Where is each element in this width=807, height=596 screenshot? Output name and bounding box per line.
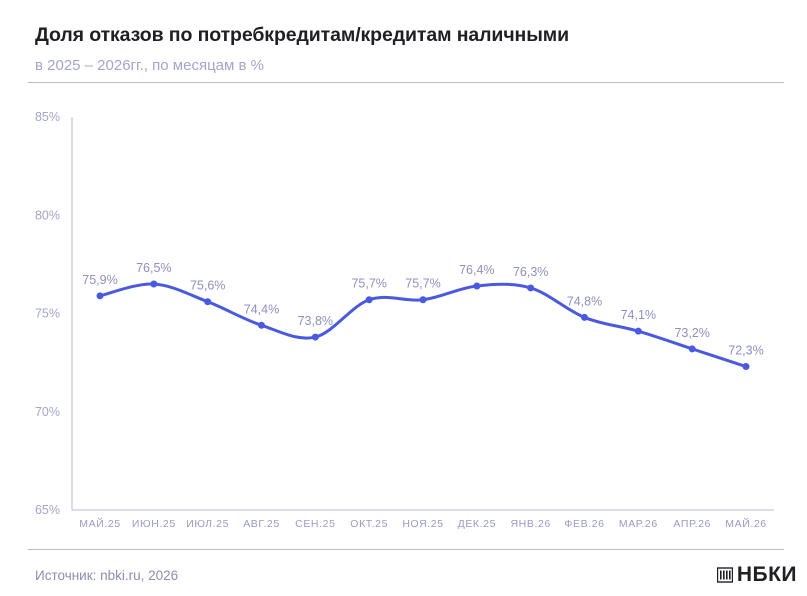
footer-divider xyxy=(28,549,784,550)
data-label: 76,3% xyxy=(513,265,548,279)
chart-title: Доля отказов по потребкредитам/кредитам … xyxy=(35,24,569,46)
data-label: 76,4% xyxy=(459,263,494,277)
data-point xyxy=(365,296,373,304)
data-label: 75,7% xyxy=(405,277,440,291)
data-label: 75,7% xyxy=(351,277,386,291)
data-point xyxy=(96,292,104,300)
data-label: 74,4% xyxy=(244,302,279,316)
data-point xyxy=(473,282,481,290)
data-label: 73,2% xyxy=(674,326,709,340)
data-point xyxy=(419,296,427,304)
x-tick-label: МАР.26 xyxy=(619,518,658,530)
y-tick-label: 65% xyxy=(35,503,60,517)
nbki-building-icon xyxy=(716,567,733,583)
nbki-logo: НБКИ xyxy=(716,563,797,587)
data-label: 74,8% xyxy=(567,294,602,308)
data-point xyxy=(581,313,588,321)
data-label: 75,9% xyxy=(82,273,117,287)
data-point xyxy=(634,327,642,335)
data-point xyxy=(258,321,265,329)
data-point xyxy=(204,298,212,306)
x-tick-label: ОКТ.25 xyxy=(350,518,388,530)
data-label: 75,6% xyxy=(190,279,225,293)
y-tick-label: 80% xyxy=(35,208,60,222)
data-point xyxy=(527,284,535,292)
header-divider xyxy=(28,82,784,83)
x-tick-label: ЯНВ.26 xyxy=(510,518,550,530)
x-tick-label: МАЙ.25 xyxy=(79,517,121,530)
data-label: 72,3% xyxy=(728,344,763,358)
data-label: 76,5% xyxy=(136,261,171,275)
y-tick-label: 75% xyxy=(35,307,60,321)
chart-subtitle: в 2025 – 2026гг., по месяцам в % xyxy=(35,57,264,74)
x-tick-label: АВГ.25 xyxy=(243,518,280,530)
y-tick-label: 70% xyxy=(35,405,60,419)
x-tick-label: СЕН.25 xyxy=(295,518,335,530)
x-tick-label: ИЮН.25 xyxy=(132,518,176,530)
x-tick-label: ИЮЛ.25 xyxy=(186,518,229,530)
y-tick-label: 85% xyxy=(35,110,60,124)
data-point xyxy=(688,345,696,353)
logo-text: НБКИ xyxy=(736,563,797,586)
data-label: 74,1% xyxy=(621,308,656,322)
x-tick-label: НОЯ.25 xyxy=(402,518,443,530)
x-tick-label: ФЕВ.26 xyxy=(564,518,604,530)
data-point xyxy=(150,280,158,288)
x-tick-label: МАЙ.26 xyxy=(725,517,767,530)
data-point xyxy=(311,333,319,341)
data-label: 73,8% xyxy=(298,314,333,328)
source-note: Источник: nbki.ru, 2026 xyxy=(35,568,179,583)
data-point xyxy=(742,363,750,371)
x-tick-label: ДЕК.25 xyxy=(458,518,496,530)
x-tick-label: АПР.26 xyxy=(673,518,711,530)
